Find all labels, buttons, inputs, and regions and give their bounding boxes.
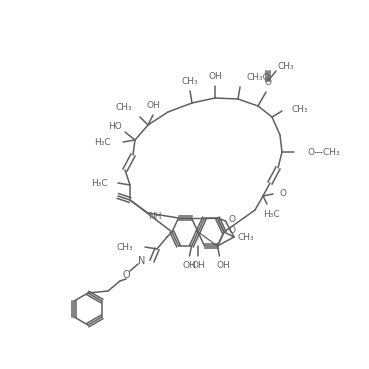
Text: CH₃: CH₃	[238, 232, 254, 241]
Text: NH: NH	[148, 211, 162, 221]
Text: O—CH₃: O—CH₃	[308, 148, 341, 156]
Text: O: O	[122, 270, 130, 280]
Text: CH₃: CH₃	[116, 242, 133, 252]
Text: N: N	[138, 256, 146, 266]
Text: OH: OH	[146, 100, 160, 110]
Text: CH₃: CH₃	[278, 62, 294, 70]
Text: H₃C: H₃C	[94, 138, 111, 146]
Text: H₃C: H₃C	[92, 179, 108, 187]
Text: OH: OH	[217, 262, 230, 270]
Text: CH₃: CH₃	[115, 103, 132, 111]
Text: O: O	[228, 225, 235, 235]
Text: CH₃: CH₃	[182, 76, 198, 86]
Text: H₃C: H₃C	[263, 210, 279, 218]
Text: OH: OH	[191, 262, 205, 270]
Text: OH: OH	[208, 72, 222, 80]
Text: O: O	[228, 214, 235, 224]
Text: O: O	[279, 189, 286, 197]
Text: CH₃: CH₃	[292, 104, 308, 114]
Text: OH: OH	[183, 262, 196, 270]
Text: O: O	[265, 77, 272, 86]
Text: CH₃O: CH₃O	[246, 72, 270, 82]
Text: HO: HO	[108, 121, 122, 131]
